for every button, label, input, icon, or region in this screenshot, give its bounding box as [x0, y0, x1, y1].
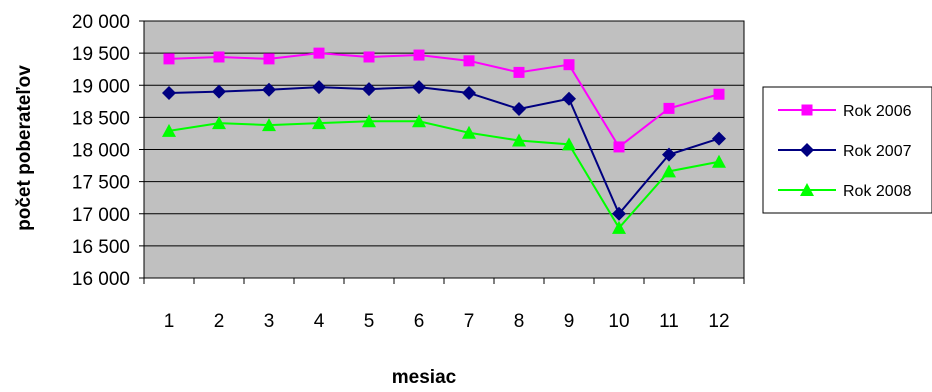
legend-marker	[801, 104, 813, 116]
series-3	[162, 114, 726, 234]
x-tick-label: 6	[414, 311, 425, 332]
data-point	[662, 164, 676, 178]
data-point	[562, 137, 576, 151]
series-line	[168, 86, 720, 216]
data-point	[612, 206, 626, 221]
data-point	[362, 82, 376, 97]
x-tick-label: 7	[464, 311, 475, 332]
data-point	[413, 49, 425, 61]
series-line	[168, 52, 720, 149]
y-tick-label: 17 000	[72, 205, 130, 226]
legend-item: Rok 2008	[778, 183, 912, 200]
data-point	[363, 51, 375, 63]
x-tick-label: 3	[264, 311, 275, 332]
series-line	[168, 120, 720, 230]
data-point	[412, 114, 426, 128]
x-axis: 1 2 3 4 5 6 7 8 9 10 11 12	[143, 278, 745, 332]
data-point	[312, 80, 326, 95]
data-point	[513, 66, 525, 78]
legend-item: Rok 2007	[778, 143, 912, 160]
data-point	[563, 59, 575, 71]
legend-label: Rok 2006	[843, 103, 912, 120]
data-point	[212, 116, 226, 130]
x-tick-label: 5	[364, 311, 375, 332]
data-point	[463, 55, 475, 67]
y-tick-label: 16 500	[72, 237, 130, 258]
data-point	[362, 114, 376, 128]
data-point	[462, 85, 476, 100]
y-axis-title: počet poberateľov	[14, 65, 35, 231]
data-point	[663, 102, 675, 114]
x-tick-label: 1	[164, 311, 175, 332]
y-axis: 16 000 16 500 17 000 17 500 18 000 18 500 19 0…	[72, 12, 144, 290]
data-point	[263, 53, 275, 65]
x-axis-title: mesiac	[392, 367, 457, 388]
data-point	[163, 53, 175, 65]
legend-marker	[800, 143, 814, 157]
data-point	[712, 154, 726, 168]
y-tick-label: 16 000	[72, 269, 130, 290]
data-point	[562, 91, 576, 106]
y-tick-label: 17 500	[72, 173, 130, 194]
data-point	[313, 47, 325, 59]
x-tick-label: 2	[214, 311, 225, 332]
legend-label: Rok 2007	[843, 143, 912, 160]
y-tick-label: 19 500	[72, 44, 130, 65]
data-point	[213, 51, 225, 63]
x-tick-label: 12	[708, 311, 729, 332]
x-tick-label: 8	[514, 311, 525, 332]
series-1	[163, 47, 725, 153]
data-point	[512, 102, 526, 117]
y-tick-label: 19 000	[72, 76, 130, 97]
data-point	[612, 220, 626, 234]
data-point	[713, 88, 725, 100]
data-point	[512, 133, 526, 147]
legend: Rok 2006 Rok 2007 Rok 2008	[762, 86, 932, 214]
data-point	[312, 116, 326, 130]
data-point	[712, 131, 726, 146]
legend-marker	[800, 183, 814, 196]
x-tick-label: 10	[608, 311, 629, 332]
series-2	[162, 80, 726, 221]
x-tick-label: 4	[314, 311, 325, 332]
data-point	[162, 85, 176, 100]
y-tick-label: 18 000	[72, 141, 130, 162]
gridlines	[144, 52, 744, 247]
data-point	[262, 82, 276, 97]
data-point	[212, 84, 226, 99]
series-group	[162, 47, 726, 234]
data-point	[412, 80, 426, 95]
legend-label: Rok 2008	[843, 183, 912, 200]
x-tick-label: 9	[564, 311, 575, 332]
data-point	[262, 118, 276, 132]
legend-item: Rok 2006	[778, 103, 912, 120]
y-tick-label: 20 000	[72, 12, 130, 33]
data-point	[662, 147, 676, 162]
data-point	[462, 125, 476, 139]
data-point	[613, 141, 625, 153]
data-point	[162, 123, 176, 137]
x-tick-label: 11	[659, 311, 679, 332]
y-tick-label: 18 500	[72, 108, 130, 129]
